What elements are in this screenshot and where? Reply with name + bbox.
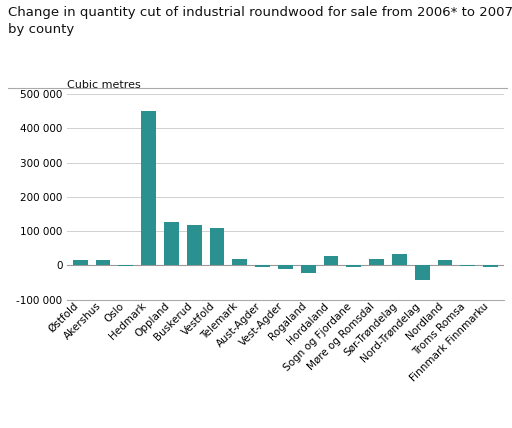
Bar <box>141 111 156 265</box>
Bar <box>483 265 498 267</box>
Text: Change in quantity cut of industrial roundwood for sale from 2006* to 2007*,
by : Change in quantity cut of industrial rou… <box>8 6 512 36</box>
Bar <box>164 222 179 265</box>
Bar <box>118 265 133 266</box>
Bar <box>460 265 475 266</box>
Bar <box>255 265 270 267</box>
Bar <box>392 254 407 265</box>
Bar <box>347 265 361 267</box>
Bar <box>73 260 88 265</box>
Bar <box>278 265 293 269</box>
Bar <box>232 259 247 265</box>
Bar <box>415 265 430 280</box>
Bar <box>369 259 384 265</box>
Bar <box>438 260 453 265</box>
Text: Cubic metres: Cubic metres <box>67 80 140 90</box>
Bar <box>96 259 111 265</box>
Bar <box>324 256 338 265</box>
Bar <box>187 225 202 265</box>
Bar <box>301 265 316 273</box>
Bar <box>209 228 224 265</box>
